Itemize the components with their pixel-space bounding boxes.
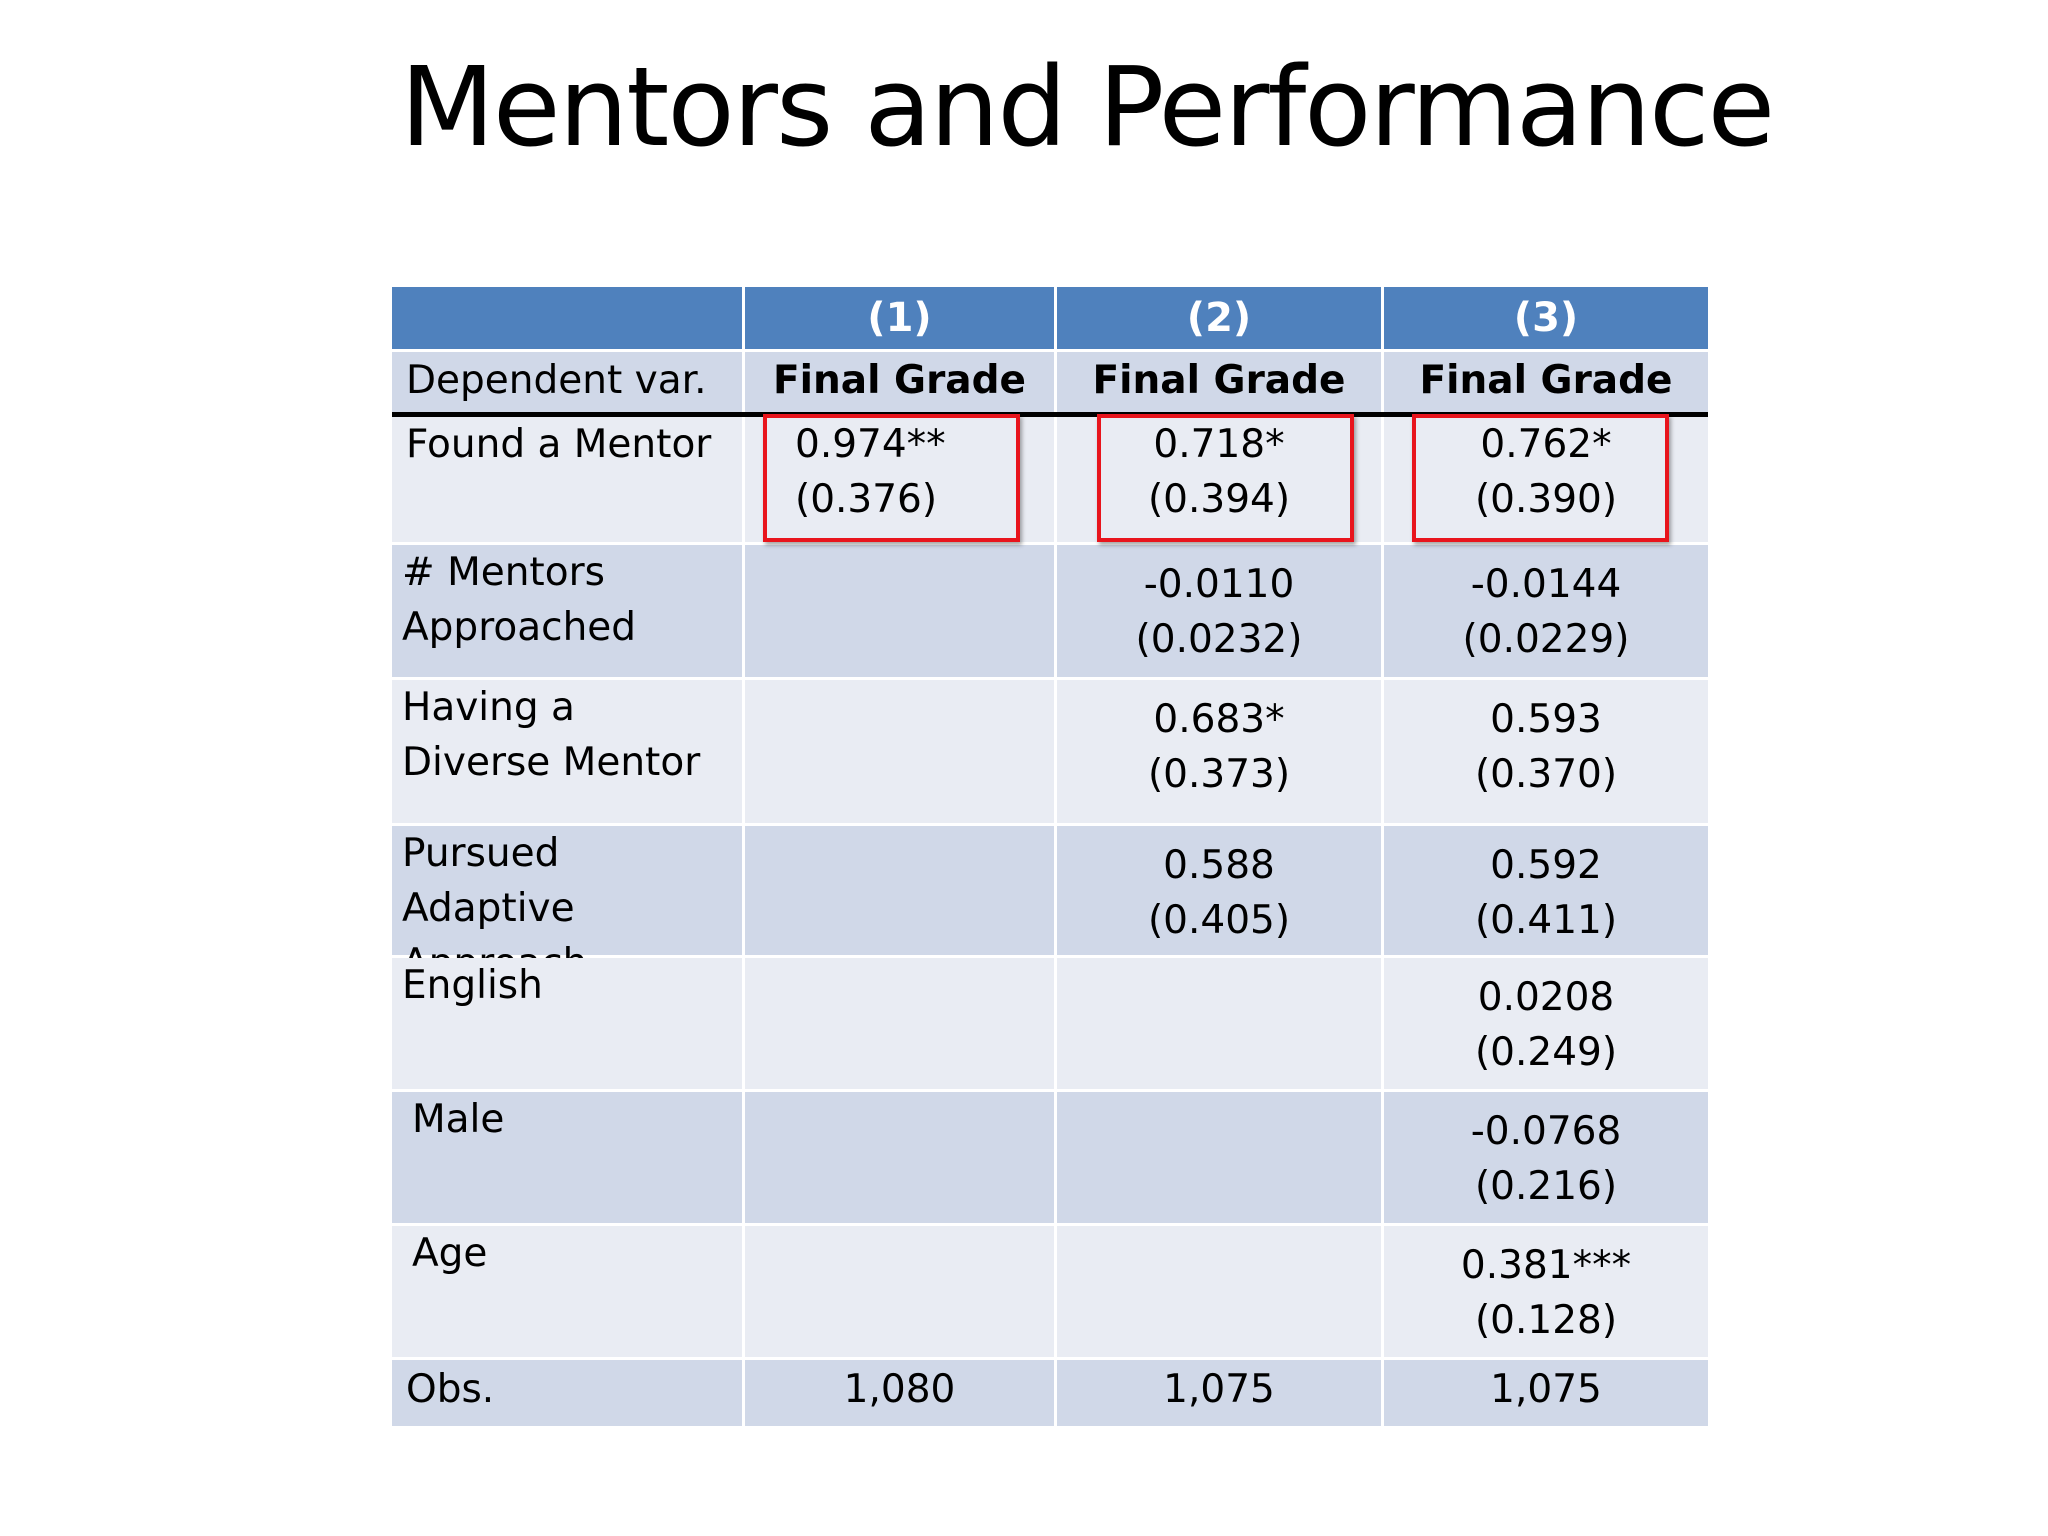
value-cell <box>1057 1226 1384 1360</box>
row-label: Pursued Adaptive Approach <box>392 826 745 986</box>
std-error: (0.0229) <box>1462 617 1630 662</box>
row-label: # Mentors Approached <box>392 545 745 680</box>
value-cell <box>745 545 1057 680</box>
std-error: (0.216) <box>1474 1164 1618 1209</box>
row-label: English <box>392 958 745 1092</box>
std-error: (0.370) <box>1474 752 1618 797</box>
value-cell: 0.683* (0.373) <box>1057 680 1384 826</box>
table-header-row: (1) (2) (3) <box>392 287 1708 352</box>
std-error: (0.373) <box>1147 752 1291 797</box>
std-error: (0.411) <box>1474 898 1618 943</box>
std-error: (0.128) <box>1474 1298 1618 1343</box>
dependent-var-col-1: Final Grade <box>745 352 1057 412</box>
coefficient <box>1057 1226 1381 1238</box>
table-row: Pursued Adaptive Approach 0.588 (0.405) … <box>392 826 1708 986</box>
row-label: Dependent var. <box>392 352 745 412</box>
value-cell <box>1057 1092 1384 1226</box>
value-cell <box>745 826 1057 958</box>
coefficient: 0.381*** <box>1460 1243 1632 1288</box>
header-cell-col-1: (1) <box>745 287 1057 352</box>
header-cell-col-2: (2) <box>1057 287 1384 352</box>
obs-col-2: 1,075 <box>1057 1360 1384 1426</box>
std-error: (0.390) <box>1474 477 1618 522</box>
value-cell: -0.0144 (0.0229) <box>1384 545 1708 680</box>
std-error: (0.405) <box>1147 898 1291 943</box>
row-label: Found a Mentor <box>392 417 745 545</box>
value-cell: -0.0110 (0.0232) <box>1057 545 1384 680</box>
dependent-var-col-2: Final Grade <box>1057 352 1384 412</box>
coefficient: 0.593 <box>1490 697 1602 742</box>
table-row: Having a Diverse Mentor 0.683* (0.373) 0… <box>392 680 1708 826</box>
table-row: # Mentors Approached -0.0110 (0.0232) -0… <box>392 545 1708 680</box>
value-cell: -0.0768 (0.216) <box>1384 1092 1708 1226</box>
row-label: Age <box>392 1226 745 1360</box>
value-cell: 0.381*** (0.128) <box>1384 1226 1708 1360</box>
table-row: Found a Mentor 0.974** (0.376) 0.718* (0… <box>392 417 1708 545</box>
std-error: (0.0232) <box>1135 617 1303 662</box>
obs-col-3: 1,075 <box>1384 1360 1708 1426</box>
row-label: Male <box>392 1092 745 1226</box>
slide-title: Mentors and Performance <box>400 43 1775 171</box>
dependent-var-row: Dependent var. Final Grade Final Grade F… <box>392 352 1708 417</box>
coefficient: 0.974** <box>795 422 946 467</box>
obs-col-1: 1,080 <box>745 1360 1057 1426</box>
coefficient <box>745 1226 1054 1238</box>
coefficient: 0.683* <box>1153 697 1285 742</box>
highlight-box-col-2 <box>1097 414 1354 542</box>
coefficient: 0.588 <box>1163 843 1275 888</box>
header-cell-empty <box>392 287 745 352</box>
value-cell: 0.974** (0.376) <box>745 417 1057 545</box>
value-cell <box>1057 958 1384 1092</box>
highlight-box-col-1 <box>763 414 1020 542</box>
table-row: English 0.0208 (0.249) <box>392 958 1708 1092</box>
std-error: (0.249) <box>1474 1030 1618 1075</box>
observations-row: Obs. 1,080 1,075 1,075 <box>392 1360 1708 1426</box>
coefficient <box>1057 1092 1381 1104</box>
regression-table: (1) (2) (3) Dependent var. Final Grade F… <box>392 287 1708 1426</box>
coefficient <box>745 680 1054 692</box>
value-cell: 0.588 (0.405) <box>1057 826 1384 958</box>
table-row: Age 0.381*** (0.128) <box>392 1226 1708 1360</box>
coefficient: 0.592 <box>1490 843 1602 888</box>
value-cell <box>745 1226 1057 1360</box>
coefficient: 0.0208 <box>1477 975 1615 1020</box>
value-cell <box>745 1092 1057 1226</box>
value-cell <box>745 680 1057 826</box>
coefficient <box>1057 958 1381 970</box>
row-label: Having a Diverse Mentor <box>392 680 745 826</box>
coefficient <box>745 545 1054 557</box>
highlight-box-col-3 <box>1412 414 1669 542</box>
value-cell: 0.593 (0.370) <box>1384 680 1708 826</box>
dependent-var-col-3: Final Grade <box>1384 352 1708 412</box>
value-cell <box>745 958 1057 1092</box>
value-cell: 0.718* (0.394) <box>1057 417 1384 545</box>
coefficient <box>745 826 1054 838</box>
coefficient: -0.0768 <box>1470 1109 1622 1154</box>
coefficient: -0.0144 <box>1470 562 1622 607</box>
table-row: Male -0.0768 (0.216) <box>392 1092 1708 1226</box>
coefficient: -0.0110 <box>1143 562 1295 607</box>
std-error: (0.394) <box>1147 477 1291 522</box>
coefficient: 0.718* <box>1153 422 1285 467</box>
row-label: Obs. <box>392 1360 745 1426</box>
coefficient <box>745 1092 1054 1104</box>
value-cell: 0.592 (0.411) <box>1384 826 1708 958</box>
coefficient <box>745 958 1054 970</box>
value-cell: 0.0208 (0.249) <box>1384 958 1708 1092</box>
coefficient: 0.762* <box>1480 422 1612 467</box>
header-cell-col-3: (3) <box>1384 287 1708 352</box>
std-error: (0.376) <box>795 477 938 522</box>
value-cell: 0.762* (0.390) <box>1384 417 1708 545</box>
